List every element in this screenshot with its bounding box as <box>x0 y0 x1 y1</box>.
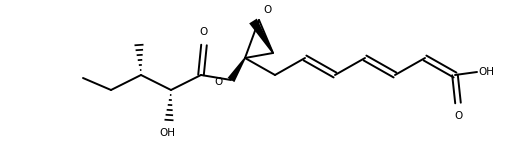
Text: O: O <box>263 5 271 15</box>
Text: O: O <box>199 27 208 37</box>
Text: OH: OH <box>159 128 175 138</box>
Polygon shape <box>227 58 245 82</box>
Polygon shape <box>248 19 273 53</box>
Text: O: O <box>454 111 462 121</box>
Text: OH: OH <box>477 67 493 77</box>
Text: O: O <box>214 77 223 87</box>
